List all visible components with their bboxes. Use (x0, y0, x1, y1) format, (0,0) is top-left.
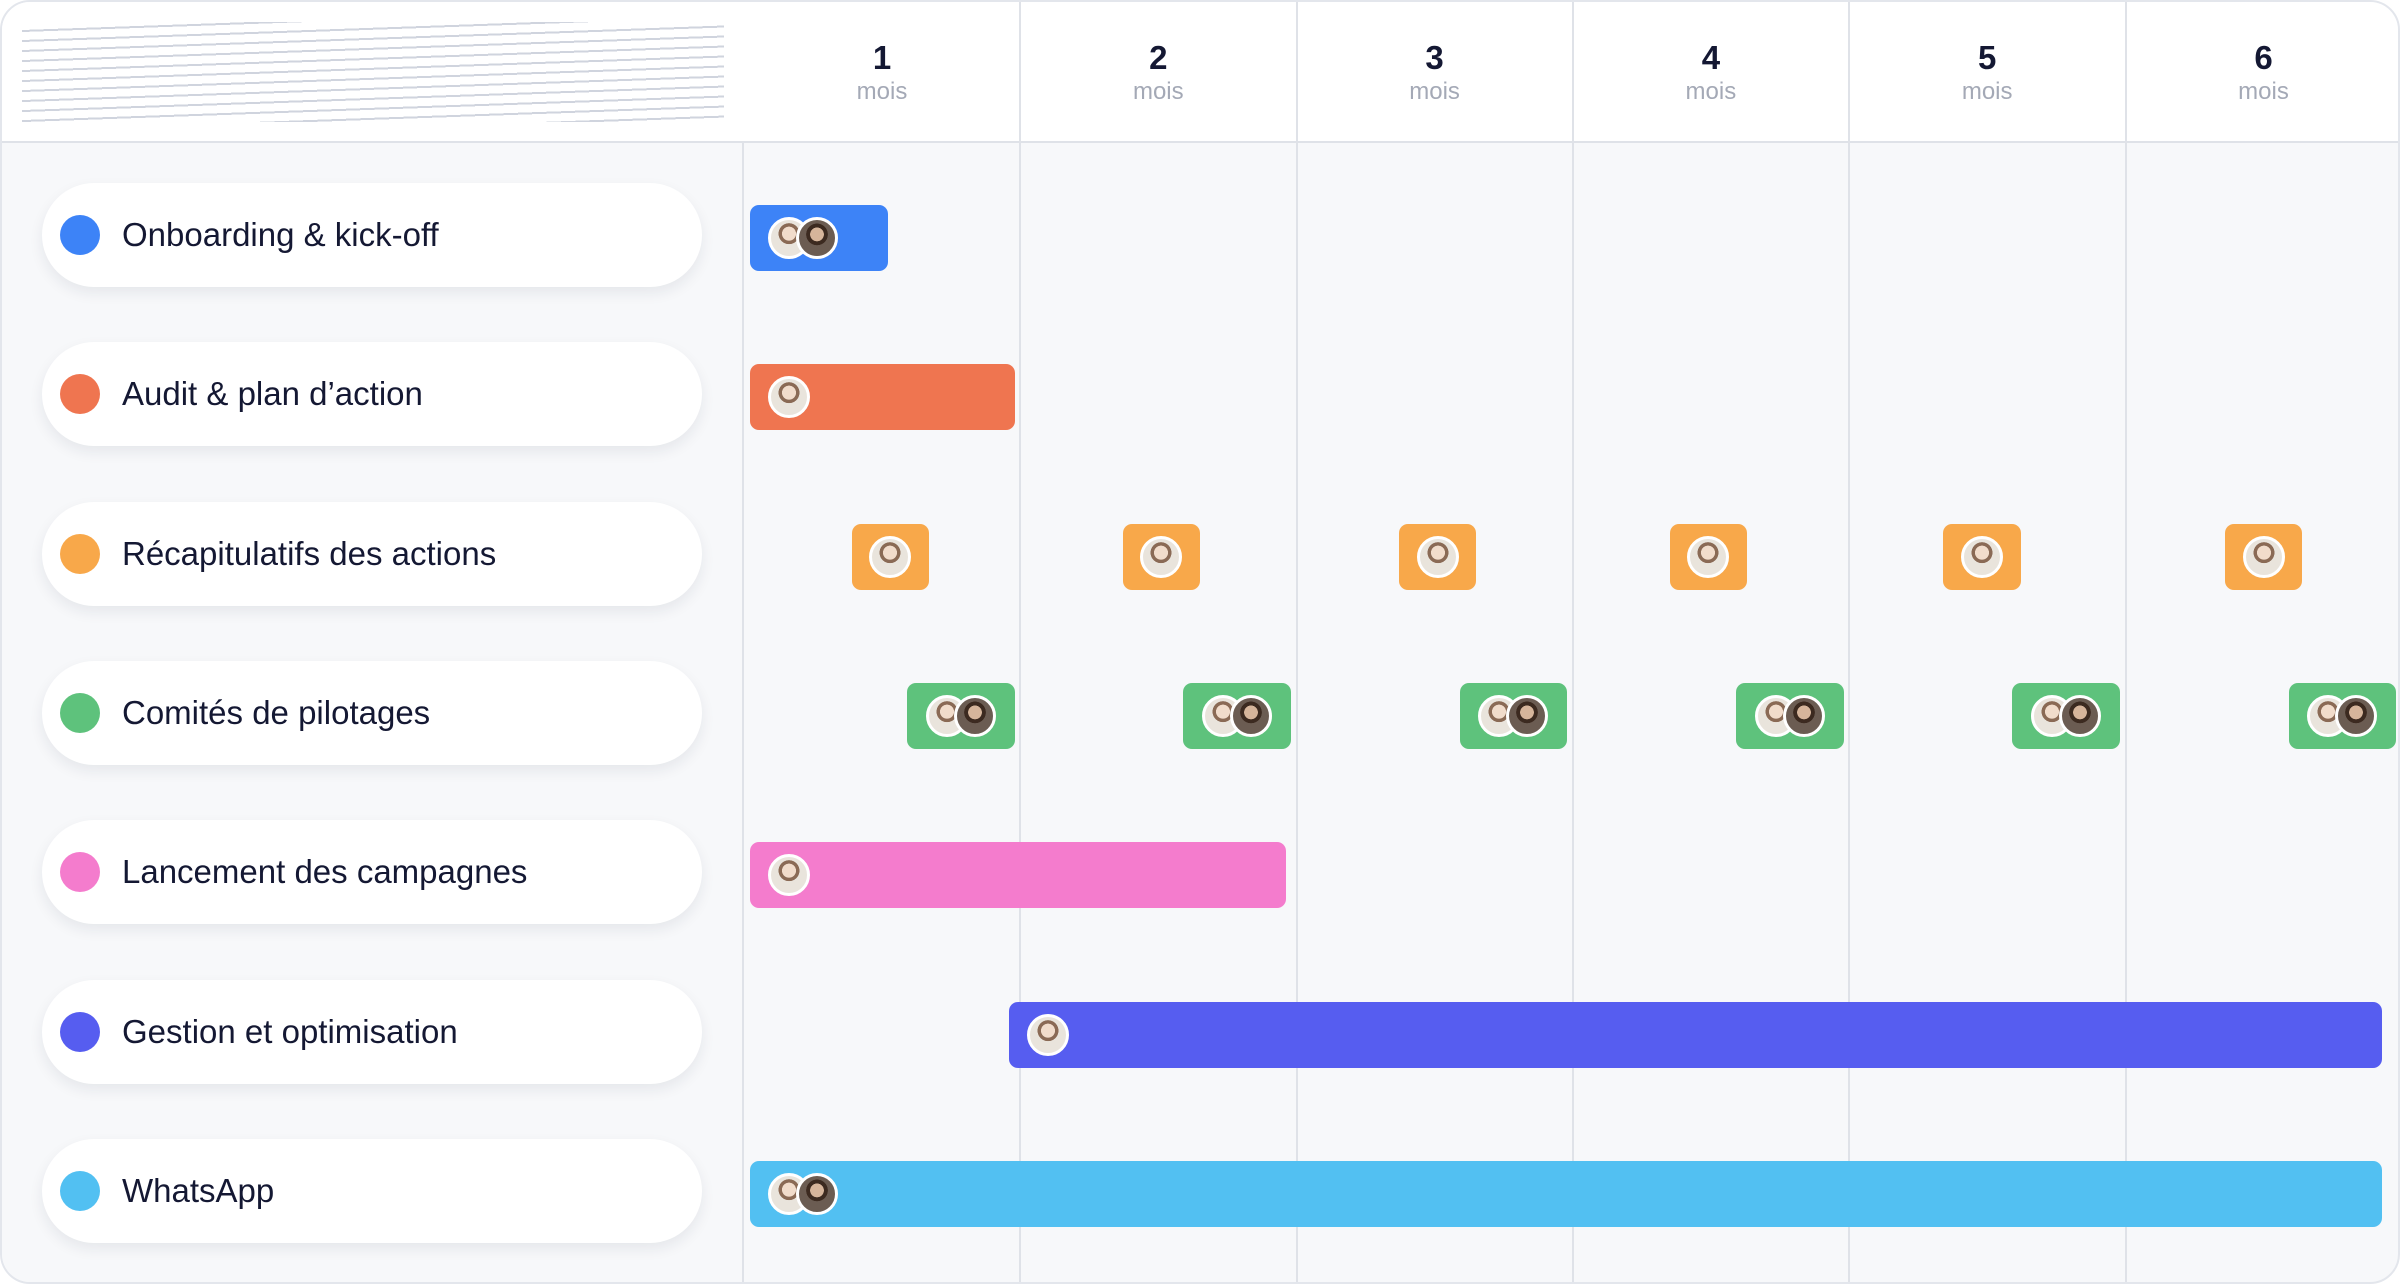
gantt-bar-comites-de-pilotages[interactable] (2288, 682, 2397, 749)
assignee-avatars (1478, 694, 1549, 737)
task-label-audit-plan-d-action: Audit & plan d’action (42, 342, 702, 447)
assignee-avatars (1754, 694, 1825, 737)
assignee-avatar (1140, 535, 1183, 578)
header-hatch-pattern (22, 22, 724, 122)
gantt-bar-comites-de-pilotages[interactable] (1183, 682, 1292, 749)
gantt-bar-lancement-des-campagnes[interactable] (749, 842, 1286, 909)
assignee-avatars (767, 376, 810, 419)
gantt-bar-recapitulatifs-des-actions[interactable] (2224, 523, 2303, 590)
gantt-bar-recapitulatifs-des-actions[interactable] (1943, 523, 2021, 590)
month-unit-label: mois (1409, 77, 1460, 105)
task-color-dot (60, 215, 100, 255)
assignee-avatars (1140, 535, 1183, 578)
gantt-bar-comites-de-pilotages[interactable] (2012, 682, 2120, 749)
month-unit-label: mois (1132, 77, 1184, 105)
task-color-dot (60, 692, 100, 733)
gantt-bar-comites-de-pilotages[interactable] (1459, 682, 1568, 749)
gantt-bar-recapitulatifs-des-actions[interactable] (1122, 523, 1200, 590)
assignee-avatars (1960, 535, 2003, 578)
month-header: 2 mois (1020, 2, 1296, 141)
gantt-bar-audit-plan-d-action[interactable] (749, 364, 1015, 431)
assignee-avatars (1687, 535, 1730, 578)
month-gridline (1295, 2, 1298, 1282)
month-header-row (2, 2, 2398, 143)
task-name: Récapitulatifs des actions (122, 534, 497, 572)
assignee-avatars (1416, 535, 1459, 578)
assignee-avatar (2242, 535, 2285, 578)
month-number: 2 (1149, 38, 1168, 76)
task-label-gestion-et-optimisation: Gestion et optimisation (42, 979, 702, 1084)
assignee-avatars (925, 694, 996, 737)
assignee-avatar (1506, 694, 1549, 737)
month-number: 6 (2254, 38, 2273, 76)
assignee-avatars (2307, 694, 2378, 737)
task-color-dot (60, 852, 100, 893)
assignee-avatar (2335, 694, 2378, 737)
month-gridline (1848, 2, 1851, 1282)
assignee-avatars (767, 1172, 838, 1215)
gantt-bar-comites-de-pilotages[interactable] (907, 682, 1015, 749)
month-header: 5 mois (1849, 2, 2125, 141)
assignee-avatars (1027, 1013, 1070, 1056)
assignee-avatar (1687, 535, 1730, 578)
task-name: Gestion et optimisation (122, 1012, 458, 1050)
gantt-bar-whatsapp[interactable] (749, 1160, 2383, 1227)
task-color-dot (60, 533, 100, 574)
month-header: 4 mois (1573, 2, 1849, 141)
task-name: WhatsApp (122, 1171, 275, 1209)
month-unit-label: mois (1685, 77, 1737, 105)
assignee-avatar (767, 854, 810, 897)
task-label-lancement-des-campagnes: Lancement des campagnes (42, 820, 702, 925)
assignee-avatar (2059, 694, 2102, 737)
task-name: Lancement des campagnes (122, 853, 528, 891)
month-gridline (1571, 2, 1574, 1282)
assignee-avatar (795, 1172, 838, 1215)
gantt-bar-gestion-et-optimisation[interactable] (1009, 1001, 2383, 1068)
assignee-avatars (2242, 535, 2285, 578)
task-label-whatsapp: WhatsApp (42, 1138, 702, 1243)
month-unit-label: mois (856, 77, 908, 105)
task-color-dot (60, 1170, 100, 1211)
assignee-avatar (795, 217, 838, 259)
assignee-avatar (1416, 535, 1459, 578)
assignee-avatar (1027, 1013, 1070, 1056)
assignee-avatar (767, 376, 810, 419)
month-number: 3 (1425, 38, 1444, 76)
month-header: 3 mois (1297, 2, 1573, 141)
task-label-comites-de-pilotages: Comités de pilotages (42, 660, 702, 765)
assignee-avatar (953, 694, 996, 737)
task-name: Comités de pilotages (122, 693, 431, 731)
month-number: 5 (1978, 38, 1997, 76)
assignee-avatars (767, 854, 810, 897)
assignee-avatars (1202, 694, 1273, 737)
month-gridline (2124, 2, 2127, 1282)
month-unit-label: mois (2238, 77, 2289, 105)
task-label-onboarding-kick-off: Onboarding & kick-off (42, 183, 702, 287)
gantt-bar-comites-de-pilotages[interactable] (1735, 682, 1844, 749)
assignee-avatars (2031, 694, 2102, 737)
month-number: 1 (872, 38, 892, 76)
task-color-dot (60, 1011, 100, 1052)
task-name: Audit & plan d’action (122, 375, 423, 413)
task-label-recapitulatifs-des-actions: Récapitulatifs des actions (42, 501, 702, 606)
month-unit-label: mois (1961, 77, 2013, 105)
month-number: 4 (1701, 38, 1721, 76)
assignee-avatar (1960, 535, 2003, 578)
gantt-bar-recapitulatifs-des-actions[interactable] (1669, 523, 1747, 590)
gantt-bar-recapitulatifs-des-actions[interactable] (1398, 523, 1477, 590)
assignee-avatar (1230, 694, 1273, 737)
month-gridline (1019, 2, 1022, 1282)
gantt-bar-recapitulatifs-des-actions[interactable] (851, 523, 930, 590)
month-header: 6 mois (2126, 2, 2399, 141)
task-color-dot (60, 374, 100, 415)
assignee-avatars (767, 217, 838, 259)
assignee-avatar (1782, 694, 1825, 737)
task-name: Onboarding & kick-off (122, 216, 439, 253)
gantt-bar-onboarding-kick-off[interactable] (749, 205, 888, 271)
month-header: 1 mois (744, 2, 1020, 141)
assignee-avatar (869, 535, 912, 578)
assignee-avatars (869, 535, 912, 578)
